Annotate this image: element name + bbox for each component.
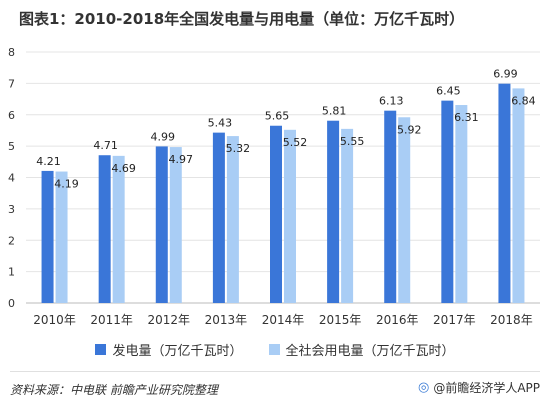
y-tick-label: 3: [8, 203, 15, 216]
x-tick-label: 2015年: [319, 313, 362, 327]
x-tick-label: 2012年: [148, 313, 191, 327]
data-label-series1: 6.45: [436, 85, 461, 98]
data-label-series2: 4.69: [111, 162, 136, 175]
data-label-series1: 5.81: [322, 105, 347, 118]
data-label-series2: 5.55: [340, 135, 365, 148]
legend-item-series1: 发电量（万亿千瓦时）: [95, 340, 243, 359]
bar-chart: 0 1 2 3 4 5 6 7 8 4.21 4.19 2010年 4.71 4.69 2011年 4.99 4…: [8, 46, 540, 327]
bar-series1: [441, 100, 454, 303]
chart-title: 图表1：2010-2018年全国发电量与用电量（单位：万亿千瓦时）: [19, 10, 465, 28]
x-tick-label: 2011年: [90, 313, 133, 327]
y-tick-label: 1: [8, 266, 15, 279]
legend-label-series2: 全社会用电量（万亿千瓦时）: [285, 344, 455, 359]
y-tick-label: 0: [8, 297, 15, 310]
x-tick-label: 2018年: [490, 313, 533, 327]
data-label-series2: 5.52: [283, 136, 308, 149]
bar-series2: [284, 129, 296, 303]
data-label-series2: 4.97: [169, 153, 194, 166]
legend-item-series2: 全社会用电量（万亿千瓦时）: [268, 340, 455, 359]
brand-logo-icon: ◎: [417, 380, 430, 395]
y-tick-label: 4: [8, 172, 15, 185]
y-tick-label: 6: [8, 109, 15, 122]
bar-series1: [384, 110, 397, 303]
legend-swatch-series1: [95, 344, 107, 355]
x-tick-label: 2016年: [376, 313, 419, 327]
x-tick-label: 2010年: [33, 313, 76, 327]
data-label-series1: 6.13: [379, 95, 404, 108]
data-label-series2: 5.32: [226, 142, 251, 155]
legend-swatch-series2: [268, 344, 280, 355]
x-tick-label: 2013年: [205, 313, 248, 327]
data-label-series2: 5.92: [397, 123, 422, 136]
bar-series2: [341, 128, 354, 303]
bar-series1: [498, 83, 511, 303]
bar-series1: [41, 170, 54, 303]
bar-series2: [55, 171, 68, 303]
y-tick-label: 7: [8, 77, 15, 90]
data-label-series1: 5.43: [208, 117, 233, 130]
bar-series2: [512, 88, 525, 304]
data-label-series1: 6.99: [493, 68, 518, 81]
bar-series1: [98, 155, 111, 303]
data-label-series2: 6.84: [511, 94, 536, 107]
data-label-series2: 4.19: [54, 178, 79, 191]
bar-series1: [155, 146, 168, 303]
bar-series1: [327, 120, 340, 304]
y-tick-label: 5: [8, 140, 15, 153]
bar-series2: [455, 105, 468, 304]
footer-divider: [10, 371, 540, 372]
data-label-series1: 4.99: [151, 130, 176, 143]
bar-series2: [112, 155, 125, 303]
legend-label-series1: 发电量（万亿千瓦时）: [112, 344, 243, 359]
data-label-series1: 4.71: [93, 139, 118, 152]
bar-series1: [212, 132, 225, 303]
y-tick-label: 2: [8, 234, 15, 247]
x-tick-label: 2017年: [433, 313, 476, 327]
source-note: 资料来源：中电联 前瞻产业研究院整理: [10, 383, 218, 397]
bar-series2: [226, 136, 239, 303]
brand-mark: ◎ @前瞻经济学人APP: [418, 379, 540, 396]
bar-series2: [398, 117, 411, 303]
legend: 发电量（万亿千瓦时） 全社会用电量（万亿千瓦时）: [0, 340, 550, 359]
bar-series1: [270, 125, 282, 303]
data-label-series1: 5.65: [265, 110, 290, 123]
y-tick-label: 8: [8, 46, 15, 59]
data-label-series2: 6.31: [454, 111, 479, 124]
x-tick-label: 2014年: [262, 313, 305, 327]
data-label-series1: 4.21: [36, 155, 61, 168]
bar-series2: [169, 147, 182, 303]
brand-label: @前瞻经济学人APP: [433, 381, 540, 395]
